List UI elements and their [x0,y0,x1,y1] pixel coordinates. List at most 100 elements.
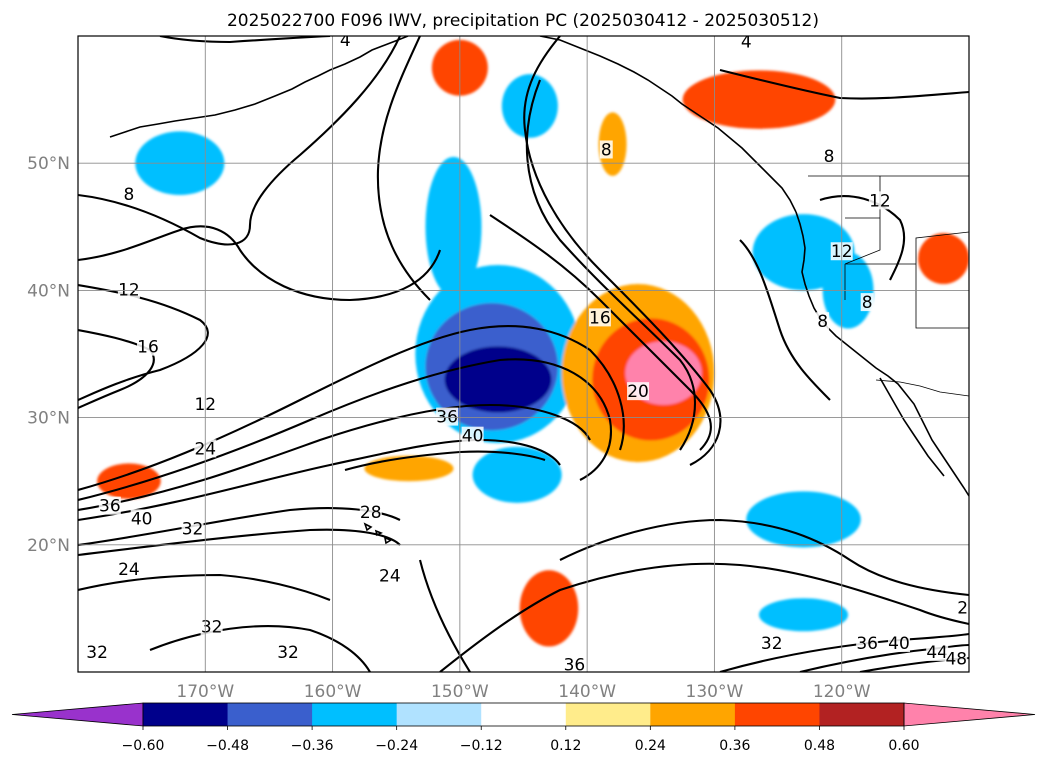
contour-label-14: 24 [379,567,401,587]
contour-label-bg-32 [956,598,969,617]
contour-label-bg-15 [436,407,459,426]
x-tick-label-1: 160°W [304,682,362,702]
longitude-tick-labels: 170°W 160°W 150°W 140°W 130°W 120°W [176,682,870,702]
x-tick-label-0: 170°W [176,682,234,702]
iwv-contour-20-ar [489,214,712,451]
precip-blob-5 [472,446,562,503]
x-tick-label-2: 150°W [431,682,489,702]
colorbar-tick-label-4: −0.12 [460,738,503,754]
us-mexico-border [875,379,969,397]
iwv-contour-ridge [376,36,431,301]
map-gridlines [78,36,969,672]
colorbar-tick-label-2: −0.36 [291,738,334,754]
alaska-south-coast [539,36,797,213]
colorbar [11,702,1036,727]
contour-label-0: 4 [340,31,351,51]
iwv-contour-ridge-2 [523,36,722,466]
contour-label-bg-25 [816,312,830,331]
contour-label-9: 28 [360,503,382,523]
contour-label-bg-18 [627,382,650,401]
chart-title: 2025022700 F096 IWV, precipitation PC (2… [227,11,819,31]
contour-label-bg-30 [926,642,949,661]
colorbar-segment-7 [734,703,820,726]
contour-label-16: 40 [462,427,484,447]
contour-label-bg-13 [277,642,300,661]
colorbar-tick-label-1: −0.48 [206,738,249,754]
contour-label-bg-21 [822,146,836,165]
contour-label-bg-3 [137,337,160,356]
contour-label-21: 8 [824,147,835,167]
precip-blob-2 [444,346,552,413]
contour-label-bg-29 [887,634,910,653]
contour-label-bg-9 [359,503,382,521]
colorbar-segment-6 [650,703,736,726]
iwv-contour-32 [78,403,591,512]
contour-label-bg-19 [599,140,613,159]
contour-label-bg-7 [130,509,153,528]
iwv-contour-central-south [418,559,471,672]
precip-blob-10 [758,598,849,632]
contour-label-32: 2 [957,598,968,618]
iwv-contour-east-2 [439,562,969,672]
contour-label-bg-27 [760,634,783,653]
contour-label-bg-10 [117,560,140,579]
iwv-contour-8 [78,36,401,246]
contour-label-22: 12 [869,191,891,211]
precip-fill-layer [97,39,969,647]
contour-label-11: 32 [201,617,223,637]
contour-label-bg-11 [200,617,223,636]
latitude-tick-labels: 20°N 30°N 40°N 50°N [27,154,70,556]
contour-label-bg-16 [461,426,484,445]
contour-label-7: 40 [131,509,153,529]
colorbar-extend-low [11,702,144,727]
contour-label-27: 32 [761,634,783,654]
colorbar-tick-labels: −0.60 −0.48 −0.36 −0.24 −0.12 0.12 0.24 0.36 0.4… [122,726,920,754]
map-frame [77,35,970,673]
colorbar-tick-label-8: 0.48 [804,738,835,754]
contour-label-8: 32 [182,520,204,540]
contour-label-bg-28 [856,634,879,653]
colorbar-segment-8 [819,703,905,726]
contour-label-bg-24 [860,293,874,312]
y-tick-label-2: 40°N [27,281,70,301]
colorbar-extend-high [903,702,1036,727]
contour-label-bg-6 [98,496,121,515]
contour-label-bg-22 [868,191,891,210]
contour-label-bg-1 [122,185,136,203]
x-tick-label-4: 130°W [686,682,744,702]
contour-label-bg-20 [739,36,753,51]
coastline-layer [109,36,969,545]
iwv-contour-west-coast [739,239,831,401]
contour-label-17: 16 [589,308,611,328]
iwv-contour-sw [149,625,371,672]
colorbar-segment-5 [565,703,651,726]
iwv-contour-east-1 [559,518,969,597]
contour-label-bg-31 [945,649,968,668]
colorbar-segment-4 [481,703,567,726]
contour-label-19: 8 [601,140,612,160]
colorbar-tick-label-7: 0.36 [719,738,750,754]
colorbar-segment-2 [312,703,398,726]
contour-label-26: 36 [564,656,586,676]
y-tick-label-1: 30°N [27,409,70,429]
colorbar-tick-label-5: 0.12 [550,738,581,754]
iwv-contour-layer [78,36,969,672]
colorbar-segment-0 [143,703,229,726]
precip-blob-6 [501,74,558,138]
contour-label-28: 36 [856,634,878,654]
contour-label-20: 4 [741,32,752,52]
contour-label-bg-14 [378,566,401,585]
x-tick-label-3: 140°W [558,682,616,702]
iwv-contour-east-3 [719,632,969,672]
iwv-contour-interior [819,195,906,281]
north-america-west-coast [795,211,969,497]
iwv-contour-4 [159,36,331,44]
iwv-contour-24-south [78,573,331,601]
baja-peninsula-coast [879,377,945,477]
contour-label-6: 36 [99,497,121,517]
colorbar-frame [142,702,905,727]
colorbar-segment-1 [227,703,313,726]
contour-label-12: 32 [86,643,108,663]
